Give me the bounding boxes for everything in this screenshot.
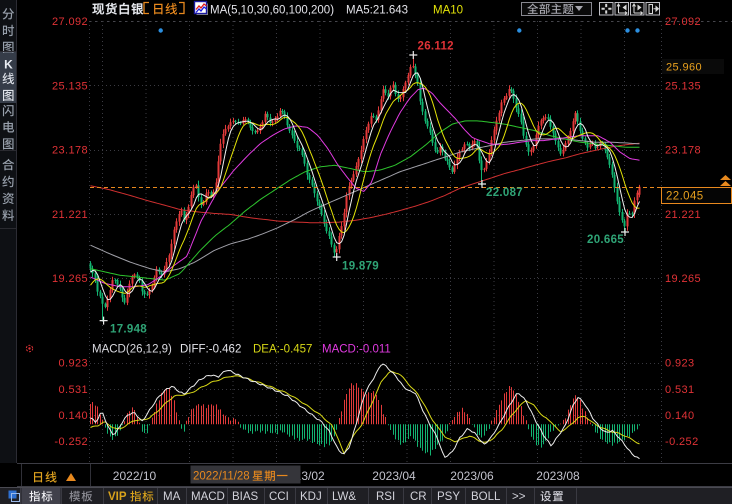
svg-text:2022/10: 2022/10 xyxy=(113,469,157,483)
svg-text:0.140: 0.140 xyxy=(58,410,88,422)
svg-text:DEA:-0.457: DEA:-0.457 xyxy=(253,344,312,356)
svg-text:27.092: 27.092 xyxy=(52,16,88,28)
svg-text:0.923: 0.923 xyxy=(665,358,695,370)
svg-text:0.531: 0.531 xyxy=(665,384,695,396)
svg-text:MACD(26,12,9): MACD(26,12,9) xyxy=(92,344,172,356)
svg-text:DIFF:-0.462: DIFF:-0.462 xyxy=(180,344,241,356)
svg-text:22.087: 22.087 xyxy=(486,187,523,199)
svg-text:-0.252: -0.252 xyxy=(54,436,88,448)
svg-text:0.923: 0.923 xyxy=(58,358,88,370)
svg-text:-0.252: -0.252 xyxy=(665,436,699,448)
svg-text:19.265: 19.265 xyxy=(665,273,701,285)
svg-text:22.045: 22.045 xyxy=(666,191,704,203)
svg-text:0.140: 0.140 xyxy=(665,410,695,422)
svg-text:2023/04: 2023/04 xyxy=(372,469,416,483)
svg-text:>>: >> xyxy=(512,491,526,503)
svg-text:MA10: MA10 xyxy=(433,5,463,17)
svg-text:19.879: 19.879 xyxy=(342,261,379,273)
svg-text:PSY: PSY xyxy=(437,491,460,503)
svg-text:20.665: 20.665 xyxy=(587,234,624,246)
svg-text:MA5:21.643: MA5:21.643 xyxy=(346,5,408,17)
svg-text:K: K xyxy=(4,58,13,72)
svg-text:2023/06: 2023/06 xyxy=(450,469,494,483)
svg-text:2022/11/28: 2022/11/28 xyxy=(193,471,250,483)
svg-text:26.112: 26.112 xyxy=(418,41,454,53)
svg-text:19.265: 19.265 xyxy=(52,273,88,285)
svg-text:23.178: 23.178 xyxy=(665,145,701,157)
svg-text:KDJ: KDJ xyxy=(300,491,322,503)
svg-text:21.221: 21.221 xyxy=(52,209,88,221)
svg-text:MACD:-0.011: MACD:-0.011 xyxy=(322,344,391,356)
svg-text:BOLL: BOLL xyxy=(471,491,501,503)
svg-text:CR: CR xyxy=(410,491,427,503)
svg-text:17.948: 17.948 xyxy=(110,324,147,336)
svg-text:0.531: 0.531 xyxy=(58,384,88,396)
svg-text:23.178: 23.178 xyxy=(52,145,88,157)
svg-text:27.092: 27.092 xyxy=(665,16,701,28)
svg-text:BIAS: BIAS xyxy=(232,491,259,503)
svg-text:RSI: RSI xyxy=(376,491,395,503)
svg-text:25.960: 25.960 xyxy=(666,62,702,74)
svg-text:VIP: VIP xyxy=(108,491,127,503)
svg-text:2023/08: 2023/08 xyxy=(536,469,580,483)
svg-text:25.135: 25.135 xyxy=(665,80,701,92)
svg-text:CCI: CCI xyxy=(269,491,289,503)
svg-text:LW&: LW& xyxy=(332,491,356,503)
svg-text:MACD: MACD xyxy=(191,491,225,503)
svg-text:MA(5,10,30,60,100,200): MA(5,10,30,60,100,200) xyxy=(210,5,334,17)
svg-text:25.135: 25.135 xyxy=(52,80,88,92)
svg-text:21.221: 21.221 xyxy=(665,209,701,221)
svg-text:MA: MA xyxy=(163,491,181,503)
